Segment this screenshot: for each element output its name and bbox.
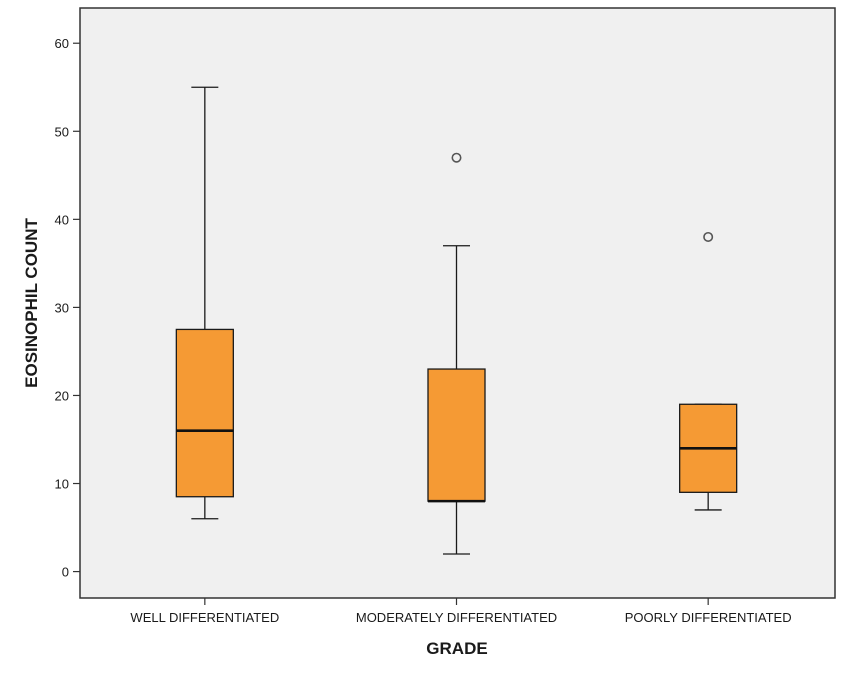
box-series xyxy=(175,86,738,555)
y-tick-label: 20 xyxy=(55,388,69,403)
box-group xyxy=(679,231,738,511)
y-axis: 0 10 20 30 40 50 60 xyxy=(55,36,80,580)
y-tick-label: 60 xyxy=(55,36,69,51)
y-tick-label: 10 xyxy=(55,477,69,492)
iqr-box xyxy=(175,328,234,498)
y-tick-label: 30 xyxy=(55,300,69,315)
x-axis-title: GRADE xyxy=(426,639,487,658)
outlier-point xyxy=(451,152,462,163)
y-tick-label: 50 xyxy=(55,124,69,139)
y-tick-label: 40 xyxy=(55,212,69,227)
x-axis: WELL DIFFERENTIATED MODERATELY DIFFERENTI… xyxy=(130,598,792,625)
plot-area xyxy=(79,7,836,599)
box-group xyxy=(175,86,234,520)
y-axis-title: EOSINOPHIL COUNT xyxy=(22,218,41,388)
x-category-label: WELL DIFFERENTIATED xyxy=(130,610,279,625)
x-category-label: POORLY DIFFERENTIATED xyxy=(625,610,792,625)
y-tick-label: 0 xyxy=(62,565,69,580)
outlier-point xyxy=(703,231,714,242)
iqr-box xyxy=(427,368,486,502)
x-category-label: MODERATELY DIFFERENTIATED xyxy=(356,610,557,625)
box-group xyxy=(427,152,486,555)
